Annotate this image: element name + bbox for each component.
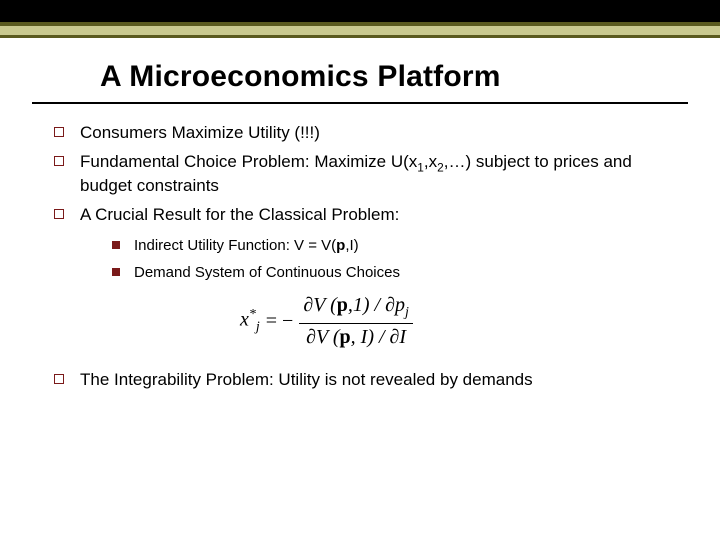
filled-square-bullet-icon	[112, 241, 120, 249]
sub-bullet-item-1: Indirect Utility Function: V = V(p,I)	[112, 235, 680, 258]
sub-bullet-text: Demand System of Continuous Choices	[134, 264, 400, 281]
frac-sub: j	[405, 305, 409, 320]
sub-bullet-text-suffix: ,I)	[345, 237, 358, 254]
filled-square-bullet-icon	[112, 268, 120, 276]
subscript: 2	[437, 160, 444, 174]
bold-p: p	[336, 237, 345, 254]
formula-denominator: ∂V (p, I) / ∂I	[302, 324, 410, 351]
formula-numerator: ∂V (p,1) / ∂pj	[299, 292, 413, 323]
bullet-text: Consumers Maximize Utility (!!!)	[80, 123, 320, 142]
bullet-item-4: The Integrability Problem: Utility is no…	[52, 369, 680, 392]
frac-text: ∂V (	[303, 294, 336, 316]
formula-lhs: x*j	[240, 306, 260, 338]
title-container: A Microeconomics Platform	[0, 38, 720, 98]
bullet-list: Consumers Maximize Utility (!!!) Fundame…	[52, 122, 680, 392]
sub-bullet-list: Indirect Utility Function: V = V(p,I) De…	[112, 235, 680, 284]
bullet-item-2: Fundamental Choice Problem: Maximize U(x…	[52, 151, 680, 198]
slide: { "colors": { "background": "#ffffff", "…	[0, 0, 720, 540]
bold-p: p	[337, 294, 348, 316]
square-bullet-icon	[54, 209, 64, 219]
formula-sup: *	[249, 307, 256, 322]
top-color-band	[0, 0, 720, 38]
bold-p: p	[340, 326, 351, 348]
square-bullet-icon	[54, 127, 64, 137]
sub-bullet-item-2: Demand System of Continuous Choices	[112, 262, 680, 285]
formula-eq: = −	[266, 308, 294, 335]
formula-var: x	[240, 309, 249, 331]
formula-sub: j	[256, 320, 260, 335]
square-bullet-icon	[54, 374, 64, 384]
square-bullet-icon	[54, 156, 64, 166]
slide-title: A Microeconomics Platform	[100, 60, 680, 94]
frac-text: ,1) / ∂p	[348, 294, 405, 316]
frac-text: ∂V (	[306, 326, 339, 348]
bullet-item-3: A Crucial Result for the Classical Probl…	[52, 204, 680, 351]
bullet-text: A Crucial Result for the Classical Probl…	[80, 205, 399, 224]
content-area: Consumers Maximize Utility (!!!) Fundame…	[0, 104, 720, 392]
bullet-text-prefix: Fundamental Choice Problem: Maximize U(x	[80, 152, 417, 171]
bullet-text-mid: ,x	[424, 152, 437, 171]
bullet-text: The Integrability Problem: Utility is no…	[80, 370, 533, 389]
subscript: 1	[417, 160, 424, 174]
formula-fraction: ∂V (p,1) / ∂pj ∂V (p, I) / ∂I	[299, 292, 413, 351]
band-row-1	[0, 0, 720, 22]
sub-bullet-text-prefix: Indirect Utility Function: V = V(	[134, 237, 336, 254]
formula: x*j = − ∂V (p,1) / ∂pj ∂V (p, I) / ∂I	[240, 292, 450, 351]
band-row-3	[0, 26, 720, 35]
bullet-item-1: Consumers Maximize Utility (!!!)	[52, 122, 680, 145]
frac-text: , I) / ∂I	[351, 326, 406, 348]
